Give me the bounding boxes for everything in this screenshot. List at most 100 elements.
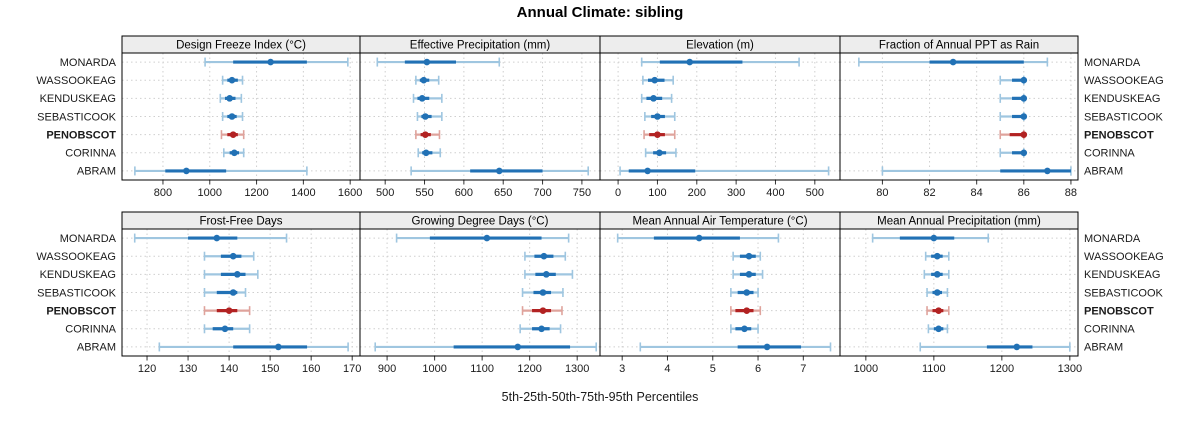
site-label-left-sebasticook: SEBASTICOOK (37, 111, 117, 123)
percentile-range-sebasticook (521, 288, 564, 297)
percentile-range-monarda (204, 57, 349, 67)
site-label-right-kenduskeag: KENDUSKEAG (1084, 269, 1160, 281)
median-dot (229, 131, 237, 138)
median-dot (229, 252, 237, 260)
axis-tick-label: 1200 (990, 363, 1014, 375)
site-label-left-kenduskeag: KENDUSKEAG (40, 93, 116, 105)
percentile-range-sebasticook (221, 112, 244, 121)
percentile-range-monarda (640, 57, 800, 67)
axis-tick-label: 1300 (1058, 363, 1082, 375)
median-dot (234, 271, 241, 278)
percentile-range-abram (619, 166, 830, 176)
percentile-range-abram (158, 342, 349, 352)
panel-growing-degree-days-c: Growing Degree Days (°C) 900 1000 1100 1200 1… (359, 211, 601, 375)
percentile-range-penobscot (220, 130, 245, 140)
median-dot (949, 58, 957, 66)
site-label-right-kenduskeag: KENDUSKEAG (1084, 93, 1160, 105)
panel-title: Mean Annual Air Temperature (°C) (632, 216, 807, 228)
median-dot (228, 76, 236, 84)
percentile-range-abram (134, 166, 308, 176)
axis-tick-label: 1600 (338, 187, 362, 199)
percentile-range-wassookeag (732, 251, 762, 261)
percentile-range-monarda (395, 233, 570, 243)
percentile-range-penobscot (999, 130, 1028, 140)
percentile-range-corinna (730, 324, 759, 334)
site-label-left-corinna: CORINNA (65, 324, 116, 336)
percentile-range-sebasticook (999, 112, 1028, 121)
panel-title: Design Freeze Index (°C) (176, 40, 306, 52)
median-dot (539, 289, 547, 296)
percentile-range-wassookeag (524, 251, 567, 261)
median-dot (221, 325, 229, 333)
median-dot (1020, 113, 1028, 120)
axis-tick-label: 1300 (565, 363, 589, 375)
median-dot (1020, 131, 1028, 138)
axis-tick-label: 82 (923, 187, 935, 199)
percentile-range-penobscot (203, 306, 251, 316)
median-dot (539, 307, 547, 314)
median-dot (935, 325, 942, 333)
site-label-left-abram: ABRAM (77, 166, 116, 178)
site-label-right-monarda: MONARDA (1084, 233, 1141, 245)
median-dot (420, 76, 428, 84)
site-label-right-corinna: CORINNA (1084, 324, 1135, 336)
percentile-range-wassookeag (415, 75, 440, 85)
percentile-range-corinna (644, 148, 677, 158)
median-dot (483, 234, 491, 242)
median-dot (267, 58, 274, 66)
percentile-range-kenduskeag (219, 93, 243, 103)
median-dot (422, 131, 429, 138)
axis-tick-label: 88 (1065, 187, 1077, 199)
panel-mean-annual-precipitation-mm: Mean Annual Precipitation (mm) 1000 1100 12… (839, 211, 1082, 375)
axis-tick-label: 1000 (422, 363, 446, 375)
site-label-left-monarda: MONARDA (60, 57, 117, 69)
median-dot (538, 325, 545, 333)
axis-tick-label: 150 (261, 363, 279, 375)
median-dot (935, 307, 942, 314)
site-label-right-monarda: MONARDA (1084, 57, 1141, 69)
axis-tick-label: 1100 (470, 363, 494, 375)
median-dot (763, 343, 771, 351)
axis-tick-label: 900 (378, 363, 396, 375)
median-dot (656, 149, 663, 157)
percentile-range-abram (639, 342, 832, 352)
percentile-range-wassookeag (221, 75, 244, 85)
percentile-range-penobscot (730, 306, 762, 316)
percentile-range-corinna (519, 324, 562, 334)
median-dot (422, 149, 430, 157)
median-dot (542, 271, 550, 278)
axis-tick-label: 1400 (291, 187, 315, 199)
axis-tick-label: 1100 (922, 363, 946, 375)
percentile-range-monarda (376, 57, 501, 67)
percentile-range-corinna (999, 148, 1028, 158)
percentile-range-corinna (222, 148, 245, 158)
panel-effective-precipitation-mm: Effective Precipitation (mm) 500 550 600 650… (359, 35, 601, 199)
percentile-range-corinna (203, 324, 251, 334)
median-dot (745, 252, 753, 260)
median-dot (741, 325, 748, 333)
median-dot (743, 289, 751, 296)
percentile-range-monarda (858, 57, 1049, 67)
panel-title: Frost-Free Days (199, 216, 282, 228)
axis-tick-label: 84 (971, 187, 983, 199)
panel-title: Effective Precipitation (mm) (410, 40, 551, 52)
percentile-range-kenduskeag (524, 269, 574, 279)
percentile-range-sebasticook (416, 112, 443, 121)
percentile-range-corinna (417, 148, 442, 158)
site-label-right-penobscot: PENOBSCOT (1084, 305, 1154, 317)
axis-tick-label: 1000 (198, 187, 222, 199)
median-dot (226, 95, 233, 102)
axis-tick-label: 6 (755, 363, 761, 375)
percentile-range-kenduskeag (203, 269, 259, 279)
median-dot (644, 167, 651, 175)
percentile-range-kenduskeag (732, 269, 764, 279)
axis-tick-label: 7 (800, 363, 806, 375)
axis-tick-label: 4 (664, 363, 670, 375)
median-dot (418, 95, 426, 102)
percentile-range-corinna (927, 324, 949, 334)
site-label-right-wassookeag: WASSOOKEAG (1084, 251, 1164, 263)
panel-background (600, 229, 840, 356)
percentile-range-kenduskeag (999, 93, 1028, 103)
axis-tick-label: 200 (688, 187, 706, 199)
